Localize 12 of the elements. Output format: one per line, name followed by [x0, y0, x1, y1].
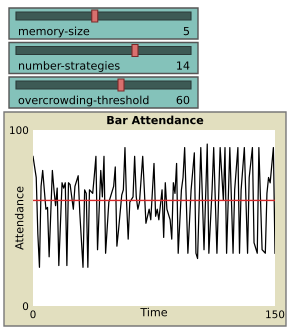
y-axis-title: Attendance [14, 186, 24, 250]
text: memory-size [19, 26, 90, 38]
line-series [33, 143, 275, 268]
text: number-strategies [19, 61, 120, 72]
text: 14 [177, 61, 190, 70]
text: overcrowding-threshold [18, 96, 148, 106]
x-axis-title: Time [140, 308, 167, 316]
x-tick-label: 150 [266, 310, 284, 318]
text: 60 [176, 96, 190, 104]
chart-title: Bar Attendance [107, 116, 204, 124]
text: 5 [184, 26, 190, 36]
y-tick-label: 100 [10, 126, 28, 134]
